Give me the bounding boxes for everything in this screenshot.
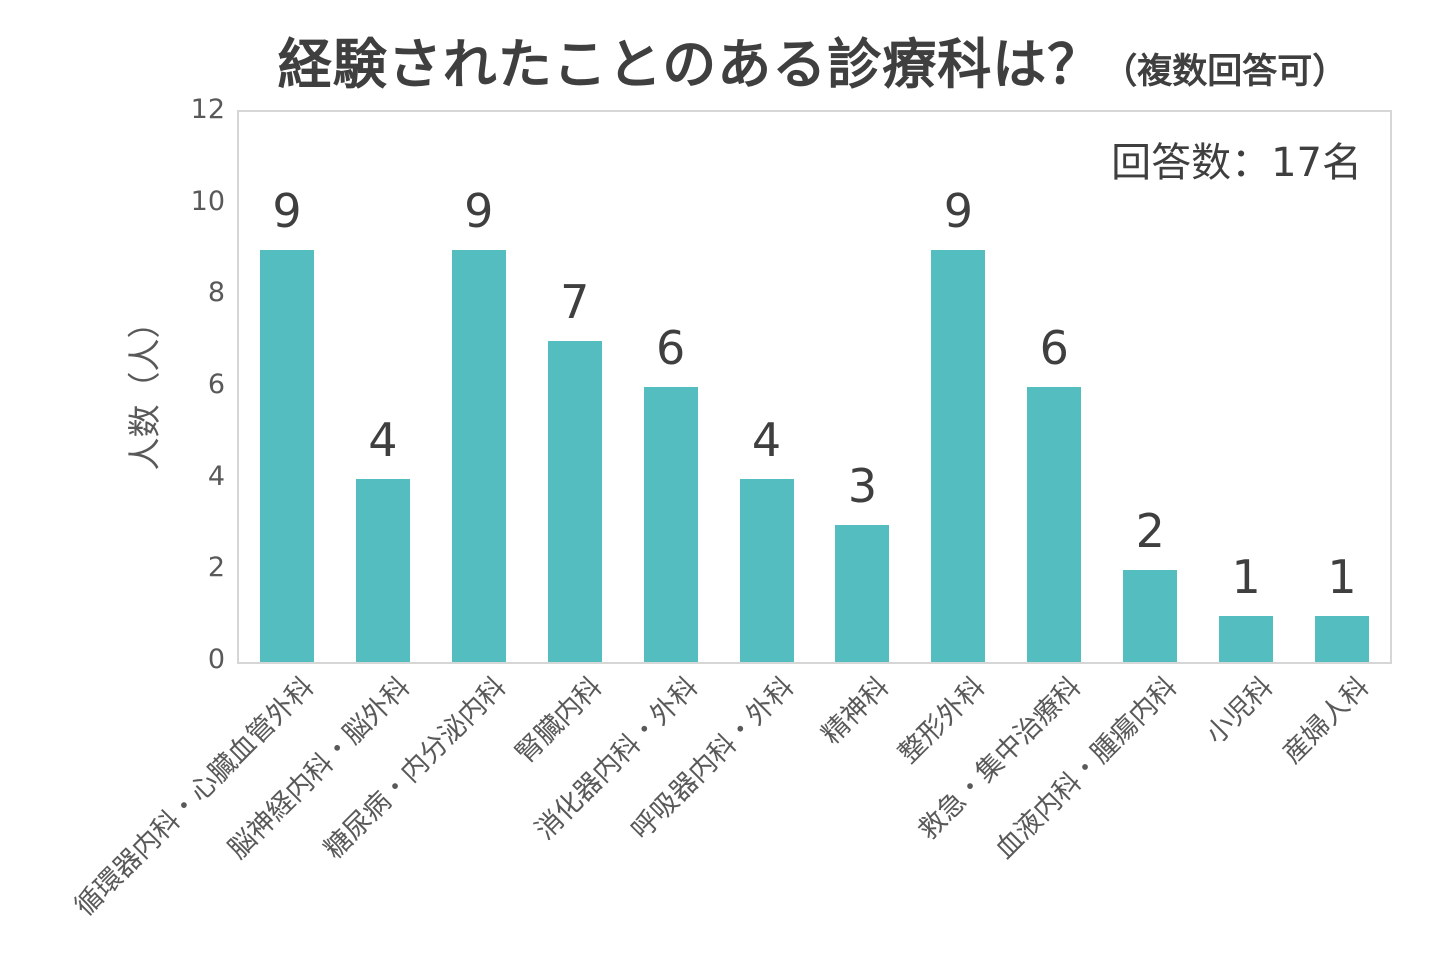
x-category-label: 糖尿病・内分泌内科 [318, 671, 513, 866]
bar-value-label: 1 [1231, 550, 1261, 605]
bar [835, 524, 890, 662]
y-tick-label: 2 [207, 552, 225, 584]
y-tick-label: 12 [190, 94, 225, 125]
bar [355, 478, 410, 662]
chart-title: 経験されたことのある診療科は？（複数回答可） [237, 20, 1388, 99]
bar [547, 341, 602, 662]
bar-value-label: 9 [464, 183, 494, 238]
bar [931, 249, 986, 662]
bar-value-label: 4 [368, 412, 398, 467]
response-count-annotation: 回答数：17名 [1111, 140, 1362, 186]
bar-value-label: 6 [655, 321, 686, 375]
x-category-label: 腎臓内科 [509, 671, 608, 770]
bar-value-label: 3 [847, 458, 878, 513]
x-category-label: 脳神経内科・脳外科 [222, 671, 417, 866]
chart-title-suffix: （複数回答可） [1102, 52, 1348, 92]
bar [259, 249, 314, 662]
bar [1219, 616, 1274, 662]
x-category-label: 精神科 [816, 671, 896, 751]
x-category-label: 血液内科・腫瘍内科 [989, 671, 1184, 866]
bar-value-label: 4 [751, 412, 782, 467]
bar [643, 387, 698, 662]
bar-value-label: 1 [1327, 550, 1357, 605]
x-category-label: 呼吸器内科・外科 [625, 671, 800, 846]
x-category-label: 小児科 [1200, 671, 1280, 751]
x-category-label: 産婦人科 [1276, 671, 1376, 770]
bar [1027, 387, 1082, 662]
bar [1315, 616, 1370, 662]
y-axis-title: 人数（人） [125, 305, 164, 471]
y-tick-label: 10 [190, 185, 225, 217]
bar [739, 478, 794, 662]
y-tick-label: 4 [207, 460, 225, 492]
plot-area: 回答数：17名 9 4 9 7 6 4 3 9 6 2 1 1 [237, 110, 1392, 664]
y-tick-label: 8 [207, 277, 225, 309]
x-category-label: 整形外科 [893, 671, 992, 770]
bar-value-label: 9 [272, 183, 302, 238]
bar [1123, 570, 1178, 662]
bar [451, 249, 506, 662]
y-tick-label: 6 [207, 369, 225, 400]
x-category-label: 消化器内科・外科 [529, 671, 704, 846]
bar-value-label: 2 [1135, 504, 1165, 559]
y-tick-label: 0 [207, 644, 225, 675]
x-category-label: 救急・集中治療科 [912, 671, 1088, 846]
bar-value-label: 6 [1039, 321, 1069, 375]
bar-value-label: 7 [560, 275, 590, 330]
bar-value-label: 9 [943, 183, 973, 238]
chart-title-text: 経験されたことのある診療科は？ [277, 33, 1103, 96]
